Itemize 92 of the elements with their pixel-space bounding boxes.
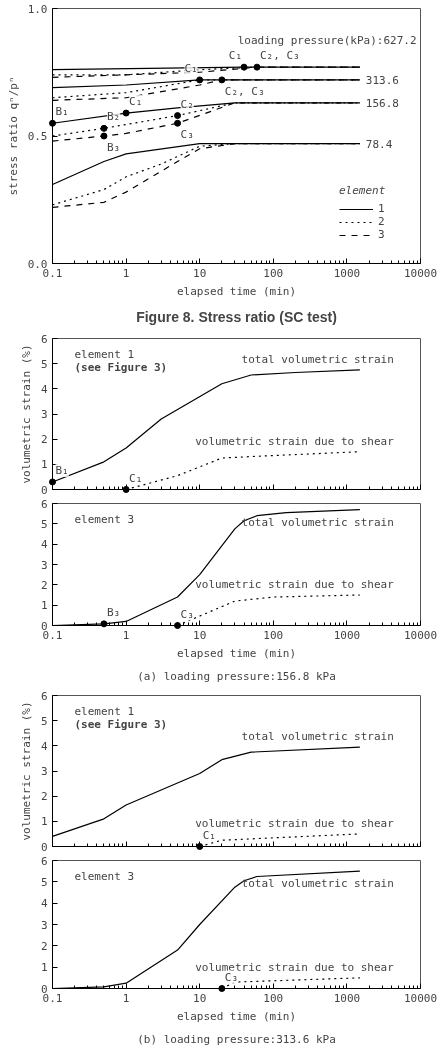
y-tick-label: 1 (40, 961, 48, 975)
y-tick-label: 1 (40, 815, 48, 829)
y-tick-label: 4 (40, 739, 48, 753)
annotation: B₁ (55, 105, 69, 119)
y-tick-label: 4 (40, 382, 48, 396)
y-tick-label: 5 (40, 714, 48, 728)
annotation: element 1 (74, 348, 135, 361)
x-tick-label: 1000 (333, 991, 361, 1005)
y-tick-label: 2 (40, 939, 48, 953)
annotation: (see Figure 3) (74, 718, 168, 731)
series-label: total volumetric strain (241, 352, 394, 366)
y-tick-label: 6 (40, 689, 48, 703)
y-tick-label: 1.0 (27, 2, 48, 16)
x-axis-title: elapsed time (min) (176, 646, 297, 660)
y-tick-label: 4 (40, 538, 48, 552)
y-tick-label: 2 (40, 578, 48, 592)
annotation: element 3 (74, 513, 135, 526)
y-tick-label: 6 (40, 854, 48, 868)
x-tick-label: 10000 (403, 266, 438, 280)
annotation: B₃ (106, 141, 121, 154)
annotation: C₃ (180, 607, 194, 621)
y-tick-label: 0 (40, 483, 48, 497)
legend-label: 1 (378, 202, 386, 215)
series-label: total volumetric strain (241, 877, 394, 891)
annotation: C₂ (180, 97, 194, 111)
annotation: element 1 (74, 705, 135, 718)
series-label: volumetric strain due to shear (195, 578, 395, 591)
annotation: C₂, C₃ (224, 84, 265, 98)
y-tick-label: 0.5 (27, 130, 48, 143)
x-tick-label: 10000 (403, 628, 438, 642)
x-tick-label: 1 (122, 628, 130, 642)
x-tick-label: 100 (263, 991, 284, 1005)
text: (b) loading pressure:313.6 kPa (137, 1032, 336, 1046)
annotation: C₃ (224, 970, 239, 984)
y-tick-label: 0 (40, 840, 48, 854)
annotation: C₁ (184, 61, 198, 75)
x-tick-label: 1000 (333, 266, 361, 280)
x-tick-label: 100 (263, 628, 284, 642)
y-tick-label: 2 (40, 433, 48, 447)
x-tick-label: 0.1 (42, 628, 63, 642)
y-tick-label: 3 (40, 558, 48, 572)
annotation: 313.6 (365, 73, 399, 87)
x-tick-label: 1 (122, 266, 130, 280)
annotation: 78.4 (365, 137, 393, 151)
y-axis-title: volumetric strain (%) (19, 701, 33, 841)
annotation: C₂, C₃ (259, 49, 300, 63)
x-tick-label: 0.1 (42, 266, 63, 280)
series-label: volumetric strain due to shear (195, 816, 395, 830)
x-tick-label: 10000 (403, 991, 438, 1005)
series-label: volumetric strain due to shear (195, 434, 395, 448)
annotation: B₂ (106, 110, 121, 124)
legend-label: 3 (378, 228, 386, 241)
y-axis-title: volumetric strain (%) (19, 344, 33, 484)
x-tick-label: 100 (263, 266, 284, 280)
legend-title: element (339, 184, 387, 197)
x-axis-title: elapsed time (min) (176, 284, 297, 298)
x-tick-label: 10 (193, 991, 207, 1005)
y-tick-label: 6 (40, 497, 48, 511)
text: Figure 8. Stress ratio (SC test) (136, 308, 337, 325)
annotation: element 3 (74, 870, 135, 883)
x-tick-label: 10 (193, 628, 207, 642)
annotation: C₁ (202, 828, 216, 842)
annotation: C₃ (180, 128, 194, 142)
y-axis-title: stress ratio qⁿ/pⁿ (6, 76, 20, 196)
y-tick-label: 4 (40, 897, 48, 911)
annotation: C₁ (129, 95, 143, 109)
y-tick-label: 3 (40, 918, 48, 932)
annotation: B₃ (106, 605, 121, 619)
legend-label: 2 (378, 215, 386, 228)
annotation: (see Figure 3) (74, 361, 168, 374)
y-tick-label: 1 (40, 599, 48, 613)
y-tick-label: 1 (40, 458, 48, 472)
y-tick-label: 2 (40, 790, 48, 804)
series-label: total volumetric strain (241, 730, 394, 744)
annotation: B₁ (55, 463, 69, 477)
text: (a) loading pressure:156.8 kPa (137, 669, 336, 683)
annotation: C₁ (228, 49, 243, 63)
x-axis-title: elapsed time (min) (176, 1009, 297, 1023)
y-tick-label: 3 (40, 765, 48, 778)
x-tick-label: 1000 (333, 628, 361, 642)
series-label: total volumetric strain (241, 515, 394, 529)
x-tick-label: 10 (193, 266, 207, 280)
y-tick-label: 5 (40, 357, 48, 371)
annotation: 156.8 (365, 96, 399, 110)
y-tick-label: 3 (40, 408, 48, 421)
y-tick-label: 5 (40, 517, 48, 531)
annotation: C₁ (129, 471, 143, 485)
x-tick-label: 1 (122, 991, 130, 1005)
x-tick-label: 0.1 (42, 991, 63, 1005)
annotation: loading pressure(kPa):627.2 (237, 34, 417, 48)
y-tick-label: 6 (40, 332, 48, 346)
y-tick-label: 5 (40, 875, 48, 889)
